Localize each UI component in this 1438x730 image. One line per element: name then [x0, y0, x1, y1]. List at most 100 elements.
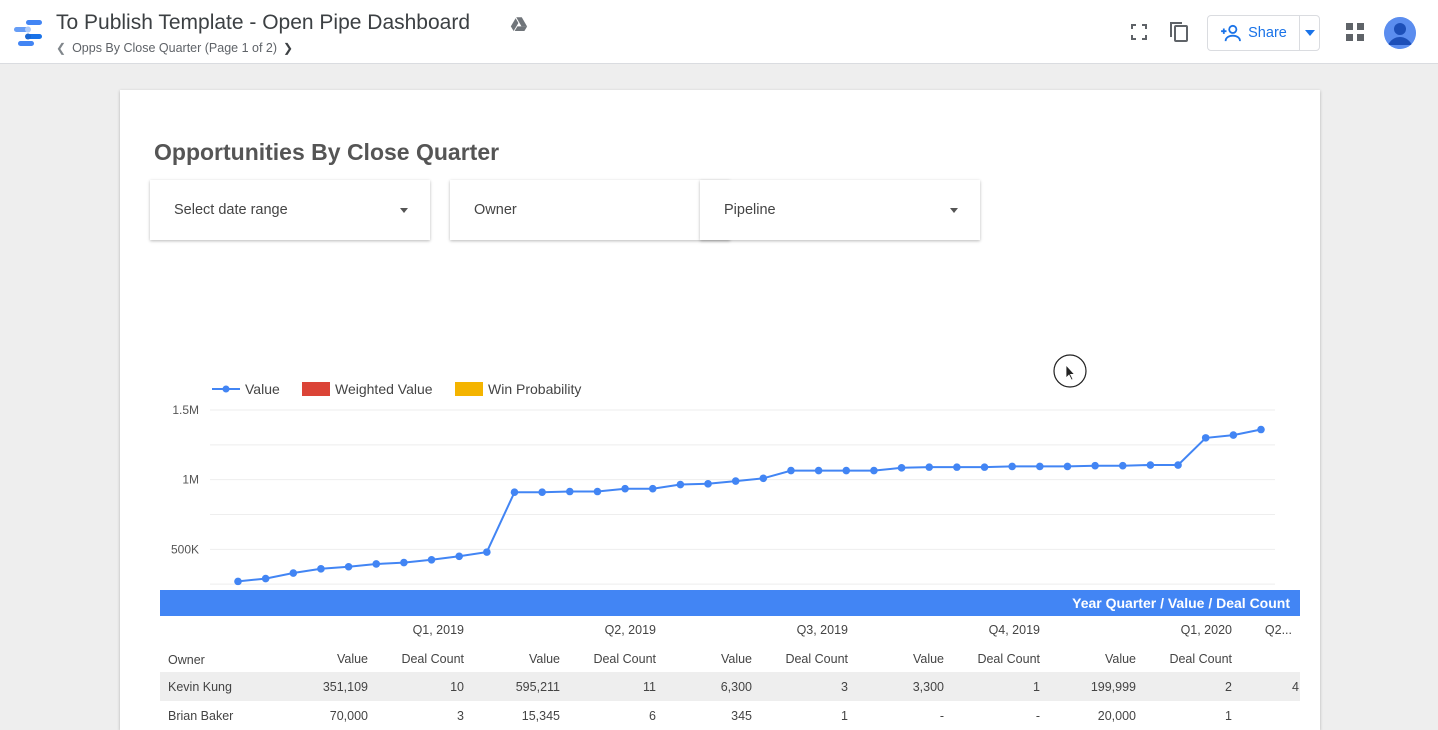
deal-count-cell: 2 [1225, 680, 1232, 694]
copy-icon[interactable] [1167, 20, 1191, 44]
legend-label: Weighted Value [335, 381, 433, 397]
value-cell: 3,300 [912, 680, 944, 694]
value-column-header: Value [1104, 652, 1136, 666]
value-point [483, 548, 491, 556]
value-point [510, 488, 519, 497]
deal-count-cell: 1 [1225, 709, 1232, 723]
table-row[interactable] [160, 672, 1300, 701]
date-range-label: Select date range [174, 202, 288, 218]
value-point [455, 552, 463, 561]
value-cell: 70,000 [329, 709, 368, 723]
owner-filter-label: Owner [474, 202, 517, 218]
deal-count-column-header: Deal Count [785, 652, 848, 666]
pivot-table-title: Year Quarter / Value / Deal Count [1072, 595, 1290, 611]
value-point [289, 569, 298, 577]
y-tick-label: 1.5M [172, 403, 199, 417]
value-point [787, 466, 795, 475]
value-cell: 4 [1292, 680, 1299, 694]
data-studio-logo[interactable] [14, 18, 44, 48]
deal-count-cell: 1 [1033, 680, 1040, 694]
value-point [953, 463, 961, 471]
legend-swatch [455, 382, 483, 396]
value-series-line [237, 428, 1262, 583]
value-cell: 15,345 [521, 709, 560, 723]
deal-count-column-header: Deal Count [977, 652, 1040, 666]
deal-count-cell: 11 [643, 680, 656, 694]
report-canvas: Opportunities By Close Quarter Select da… [120, 90, 1320, 730]
value-point [814, 466, 823, 475]
pivot-table-header: Year Quarter / Value / Deal Count [160, 590, 1300, 616]
value-point [261, 574, 270, 583]
value-point [1063, 462, 1072, 471]
value-point [897, 464, 906, 472]
legend-value-marker [222, 385, 230, 393]
value-column-header: Value [912, 652, 944, 666]
value-cell: 351,109 [322, 680, 368, 694]
value-point [621, 484, 629, 493]
deal-count-cell: - [1035, 709, 1040, 723]
owner-filter[interactable]: Owner [450, 180, 730, 240]
pivot-table: Q1, 2019 Q2, 2019 Q3, 2019 Q4, 2019 Q1, 2020… [160, 616, 1300, 730]
deal-count-column-header: Deal Count [401, 652, 464, 666]
legend-label: Win Probability [488, 381, 581, 397]
page-name: Opps By Close Quarter (Page 1 of 2) [72, 41, 278, 55]
account-avatar[interactable] [1384, 17, 1416, 49]
value-point [731, 477, 740, 485]
value-point [1008, 462, 1016, 471]
report-title[interactable]: To Publish Template - Open Pipe Dashboar… [56, 11, 471, 34]
owner-column-header: Owner [168, 653, 205, 667]
deal-count-cell: 10 [450, 680, 464, 694]
deal-count-cell: 3 [841, 680, 848, 694]
value-point [234, 577, 242, 586]
dropdown-arrow-icon [950, 208, 958, 213]
value-point [1257, 425, 1265, 434]
apps-grid-icon[interactable] [1344, 21, 1366, 43]
y-tick-label: 1M [182, 473, 199, 487]
pipeline-filter-label: Pipeline [724, 202, 776, 218]
value-point [565, 487, 574, 496]
value-cell: - [939, 709, 944, 723]
value-column-header: Value [336, 652, 368, 666]
caret-down-icon [1304, 30, 1315, 36]
pipeline-filter[interactable]: Pipeline [700, 180, 980, 240]
quarter-header: Q3, 2019 [796, 623, 848, 637]
value-column-header: Value [720, 652, 752, 666]
value-point [400, 558, 408, 567]
date-range-control[interactable]: Select date range [150, 180, 430, 240]
value-point [925, 463, 934, 471]
value-point [648, 484, 657, 493]
value-point [1091, 461, 1099, 470]
share-button-group: Share [1207, 15, 1320, 51]
breadcrumb: ❮ Opps By Close Quarter (Page 1 of 2) ❯ [56, 41, 293, 55]
fullscreen-icon[interactable] [1127, 20, 1151, 44]
deal-count-cell: 3 [457, 709, 464, 723]
value-cell: 345 [731, 709, 752, 723]
value-cell: 595,211 [515, 680, 560, 694]
close-quarter-chart: Value Weighted Value Win Probability 1.5M 1M… [171, 381, 1275, 586]
y-tick-label: 500K [171, 542, 199, 556]
deal-count-column-header: Deal Count [593, 652, 656, 666]
dropdown-arrow-icon [400, 208, 408, 213]
google-drive-icon[interactable] [510, 15, 528, 33]
owner-cell: Brian Baker [168, 709, 234, 723]
value-point [538, 488, 546, 497]
deal-count-column-header: Deal Count [1169, 652, 1232, 666]
person-icon [1384, 17, 1416, 49]
share-button[interactable]: Share [1208, 16, 1300, 50]
value-column-header: Value [528, 652, 560, 666]
chevron-left-icon[interactable]: ❮ [56, 41, 67, 55]
value-point [870, 466, 878, 475]
value-point [344, 562, 353, 571]
value-point [1174, 461, 1182, 469]
share-label: Share [1248, 25, 1287, 41]
value-point [1036, 462, 1044, 471]
value-point [759, 474, 768, 483]
chevron-right-icon[interactable]: ❯ [283, 41, 294, 55]
top-bar: To Publish Template - Open Pipe Dashboar… [0, 0, 1438, 64]
value-point [593, 487, 602, 496]
value-point [676, 480, 685, 489]
share-dropdown[interactable] [1300, 16, 1319, 50]
quarter-header: Q1, 2019 [412, 623, 464, 637]
value-point [372, 560, 381, 568]
value-cell: 6,300 [720, 680, 752, 694]
